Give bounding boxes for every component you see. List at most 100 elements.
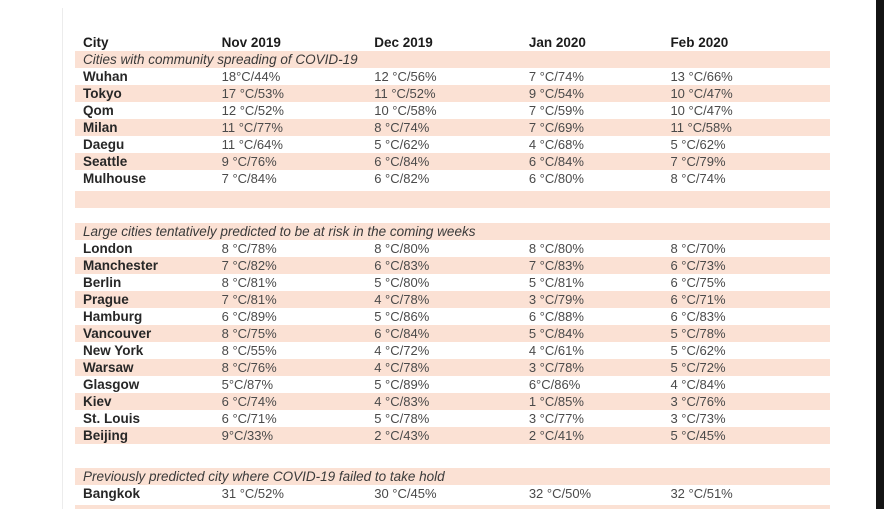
city-cell: Beijing	[83, 428, 129, 443]
value-cell: 7 °C/79%	[670, 154, 726, 169]
value-cell: 5 °C/62%	[374, 137, 430, 152]
value-cell: 5 °C/81%	[528, 275, 584, 290]
value-cell: 8 °C/75%	[221, 326, 277, 341]
value-cell: 6 °C/71%	[670, 292, 726, 307]
table-row: Warsaw 8 °C/76% 4 °C/78% 3 °C/78% 5 °C/72%	[75, 359, 830, 376]
value-cell: 6 °C/83%	[374, 258, 430, 273]
value-cell: 4 °C/61%	[528, 343, 584, 358]
table-row: Beijing 9°C/33% 2 °C/43% 2 °C/41% 5 °C/45%	[75, 427, 830, 444]
value-cell: 7 °C/82%	[221, 258, 277, 273]
value-cell: 7 °C/83%	[528, 258, 584, 273]
value-cell: 3 °C/79%	[528, 292, 584, 307]
value-cell: 8 °C/55%	[221, 343, 277, 358]
value-cell: 3 °C/78%	[528, 360, 584, 375]
value-cell: 4 °C/78%	[374, 360, 430, 375]
value-cell: 5 °C/86%	[374, 309, 430, 324]
city-cell: Berlin	[83, 275, 122, 290]
value-cell: 2 °C/43%	[374, 428, 430, 443]
city-cell: London	[83, 241, 133, 256]
bottom-peach-strip	[75, 505, 830, 509]
value-cell: 32 °C/51%	[670, 486, 733, 501]
section-header: Large cities tentatively predicted to be…	[75, 223, 830, 240]
city-cell: Glasgow	[83, 377, 140, 392]
city-cell: Warsaw	[83, 360, 134, 375]
value-cell: 8 °C/80%	[528, 241, 584, 256]
table-row: Tokyo 17 °C/53% 11 °C/52% 9 °C/54% 10 °C/47%	[75, 85, 830, 102]
table-row: Mulhouse 7 °C/84% 6 °C/82% 6 °C/80% 8 °C/74%	[75, 170, 830, 187]
table-row: Bangkok 31 °C/52% 30 °C/45% 32 °C/50% 32 °C/…	[75, 485, 830, 502]
value-cell: 4 °C/68%	[528, 137, 584, 152]
city-cell: Hamburg	[83, 309, 143, 324]
table-row: Seattle 9 °C/76% 6 °C/84% 6 °C/84% 7 °C/79%	[75, 153, 830, 170]
city-cell: St. Louis	[83, 411, 140, 426]
table-row: Qom 12 °C/52% 10 °C/58% 7 °C/59% 10 °C/47%	[75, 102, 830, 119]
table-body: Cities with community spreading of COVID…	[75, 51, 830, 502]
value-cell: 8 °C/74%	[670, 171, 726, 186]
value-cell: 5 °C/62%	[670, 137, 726, 152]
table-row: Hamburg 6 °C/89% 5 °C/86% 6 °C/88% 6 °C/83%	[75, 308, 830, 325]
value-cell: 7 °C/81%	[221, 292, 277, 307]
gap-spacer	[75, 208, 830, 223]
value-cell: 13 °C/66%	[670, 69, 733, 84]
city-cell: Vancouver	[83, 326, 152, 341]
value-cell: 6 °C/82%	[374, 171, 430, 186]
table-row: Daegu 11 °C/64% 5 °C/62% 4 °C/68% 5 °C/62%	[75, 136, 830, 153]
value-cell: 6 °C/71%	[221, 411, 277, 426]
value-cell: 3 °C/77%	[528, 411, 584, 426]
value-cell: 12 °C/52%	[221, 103, 284, 118]
value-cell: 11 °C/77%	[221, 120, 283, 135]
column-header: Jan 2020	[528, 34, 586, 50]
value-cell: 5 °C/62%	[670, 343, 726, 358]
value-cell: 10 °C/47%	[670, 103, 733, 118]
value-cell: 11 °C/52%	[374, 86, 436, 101]
value-cell: 18°C/44%	[221, 69, 281, 84]
table-row: St. Louis 6 °C/71% 5 °C/78% 3 °C/77% 3 °C/73…	[75, 410, 830, 427]
value-cell: 7 °C/59%	[528, 103, 584, 118]
city-cell: Manchester	[83, 258, 159, 273]
value-cell: 5 °C/89%	[374, 377, 430, 392]
value-cell: 6 °C/83%	[670, 309, 726, 324]
right-border-bar	[876, 0, 884, 509]
section-header: Previously predicted city where COVID-19…	[75, 468, 830, 485]
table-row: Milan 11 °C/77% 8 °C/74% 7 °C/69% 11 °C/58%	[75, 119, 830, 136]
value-cell: 5 °C/45%	[670, 428, 726, 443]
value-cell: 6 °C/84%	[374, 326, 430, 341]
value-cell: 3 °C/76%	[670, 394, 726, 409]
value-cell: 4 °C/83%	[374, 394, 430, 409]
value-cell: 2 °C/41%	[528, 428, 584, 443]
value-cell: 11 °C/64%	[221, 137, 283, 152]
city-cell: Prague	[83, 292, 129, 307]
city-cell: Qom	[83, 103, 114, 118]
value-cell: 6 °C/88%	[528, 309, 584, 324]
value-cell: 8 °C/76%	[221, 360, 277, 375]
value-cell: 5 °C/72%	[670, 360, 726, 375]
table-row: Manchester 7 °C/82% 6 °C/83% 7 °C/83% 6 °C/7…	[75, 257, 830, 274]
value-cell: 17 °C/53%	[221, 86, 284, 101]
table-row: Vancouver 8 °C/75% 6 °C/84% 5 °C/84% 5 °C/78…	[75, 325, 830, 342]
city-cell: Milan	[83, 120, 118, 135]
city-cell: Kiev	[83, 394, 112, 409]
value-cell: 5 °C/78%	[374, 411, 430, 426]
value-cell: 10 °C/58%	[374, 103, 437, 118]
city-cell: Wuhan	[83, 69, 128, 84]
city-cell: Bangkok	[83, 486, 141, 501]
value-cell: 8 °C/81%	[221, 275, 277, 290]
value-cell: 6 °C/75%	[670, 275, 726, 290]
value-cell: 7 °C/69%	[528, 120, 584, 135]
table-row: New York 8 °C/55% 4 °C/72% 4 °C/61% 5 °C/62%	[75, 342, 830, 359]
value-cell: 4 °C/84%	[670, 377, 726, 392]
value-cell: 9°C/33%	[221, 428, 274, 443]
table-row: London 8 °C/78% 8 °C/80% 8 °C/80% 8 °C/70%	[75, 240, 830, 257]
value-cell: 7 °C/74%	[528, 69, 584, 84]
column-header: Feb 2020	[670, 34, 729, 50]
table-row: Berlin 8 °C/81% 5 °C/80% 5 °C/81% 6 °C/75%	[75, 274, 830, 291]
value-cell: 8 °C/70%	[670, 241, 726, 256]
value-cell: 10 °C/47%	[670, 86, 733, 101]
value-cell: 6 °C/74%	[221, 394, 277, 409]
value-cell: 30 °C/45%	[374, 486, 437, 501]
city-cell: Seattle	[83, 154, 128, 169]
value-cell: 5 °C/80%	[374, 275, 430, 290]
value-cell: 31 °C/52%	[221, 486, 284, 501]
city-cell: New York	[83, 343, 144, 358]
value-cell: 6 °C/84%	[374, 154, 430, 169]
